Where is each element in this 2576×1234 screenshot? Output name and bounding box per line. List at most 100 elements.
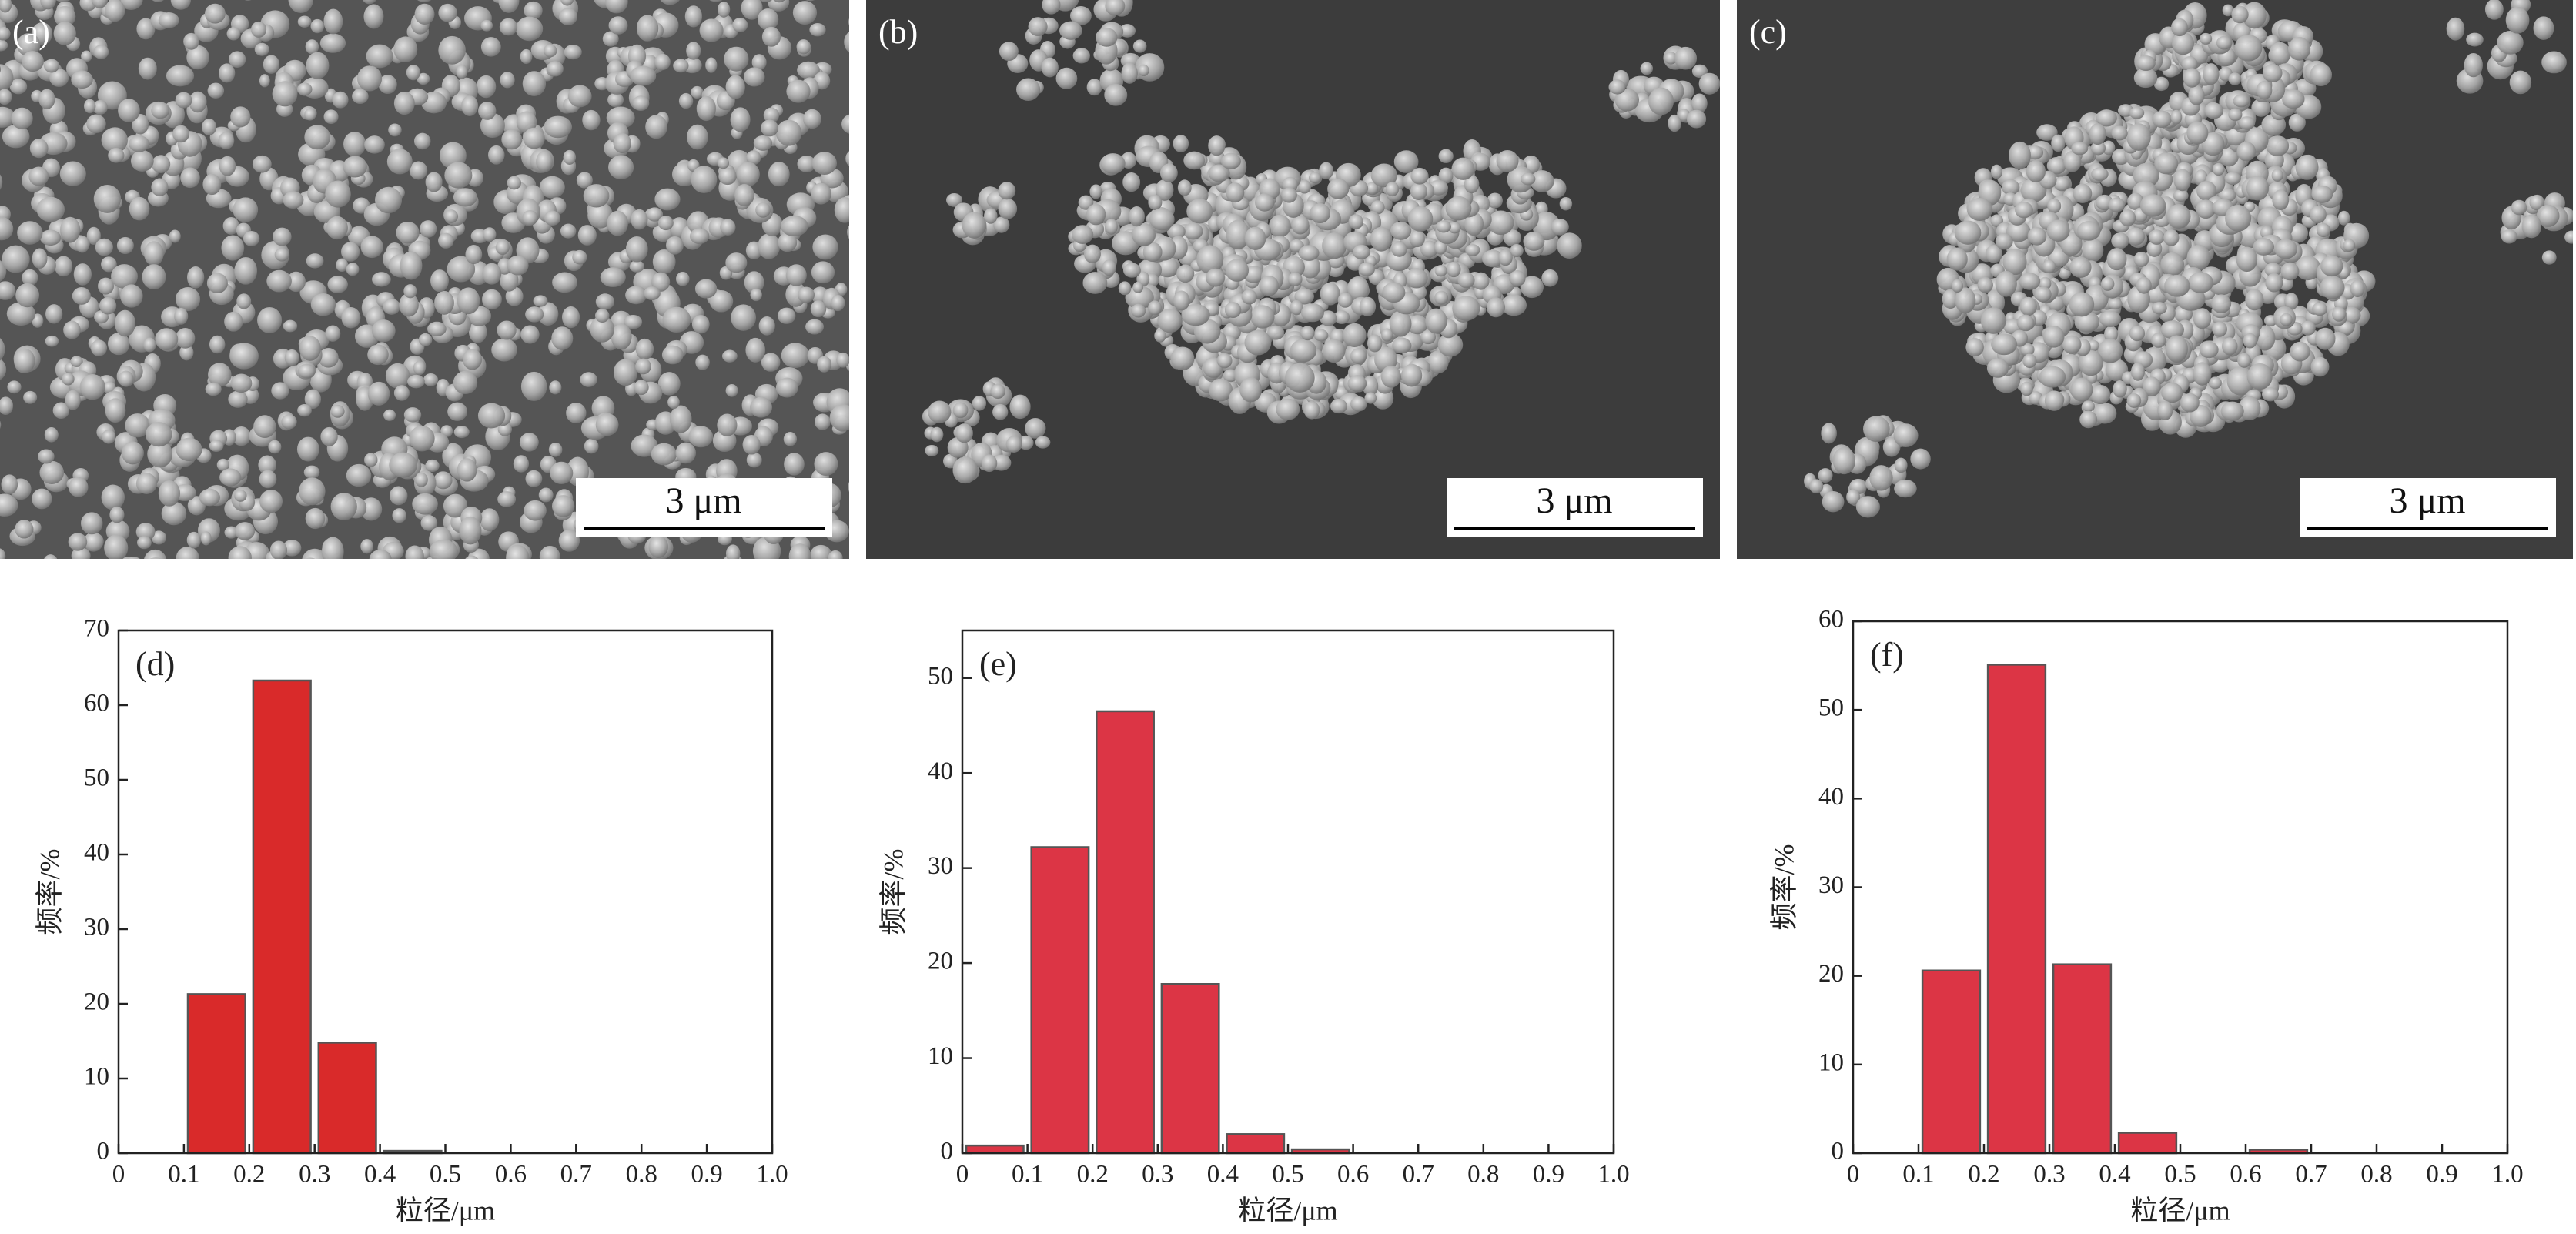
particle — [514, 583, 530, 597]
particle — [604, 0, 628, 14]
particle — [288, 0, 313, 13]
particle — [14, 348, 35, 374]
particle — [2236, 246, 2258, 273]
particle — [955, 600, 971, 619]
particle — [166, 697, 177, 710]
particle — [464, 748, 480, 761]
particle — [2108, 197, 2126, 212]
particle — [102, 430, 116, 444]
particle — [1559, 197, 1573, 211]
particle — [6, 302, 35, 326]
particle — [218, 63, 236, 83]
particle — [427, 594, 450, 615]
particle — [758, 588, 776, 610]
particle — [534, 580, 557, 600]
particle — [2082, 400, 2095, 413]
particle — [689, 228, 710, 244]
particle — [1482, 249, 1504, 268]
particle — [58, 604, 76, 624]
particle — [62, 588, 80, 606]
particle — [777, 307, 796, 324]
particle — [2505, 6, 2530, 34]
particle — [155, 328, 179, 350]
particle — [2238, 396, 2261, 420]
histogram-bar — [186, 993, 246, 1155]
particle — [540, 644, 561, 671]
particle — [209, 743, 229, 761]
particle — [861, 585, 881, 601]
particle — [174, 307, 189, 325]
particle — [136, 18, 156, 40]
particle — [2222, 337, 2238, 356]
particle — [2242, 2, 2267, 29]
particle — [733, 587, 755, 611]
x-tick-label: 0 — [956, 1161, 969, 1189]
particle — [2253, 238, 2274, 256]
particle — [205, 704, 225, 722]
particle — [2113, 380, 2127, 398]
particle — [423, 373, 439, 386]
particle — [229, 51, 246, 68]
particle — [2063, 150, 2082, 172]
particle — [691, 315, 710, 334]
particle — [323, 742, 344, 762]
particle — [39, 229, 62, 246]
particle — [122, 557, 135, 559]
particle — [2136, 276, 2152, 294]
particle — [1822, 490, 1845, 513]
particle — [413, 668, 438, 697]
particle — [1, 474, 18, 495]
scale-bar-label: 3 μm — [1536, 480, 1612, 521]
particle — [932, 580, 943, 591]
particle — [91, 0, 109, 8]
particle — [495, 239, 510, 256]
particle — [1464, 175, 1480, 194]
particle — [447, 615, 471, 637]
x-tick-label: 0 — [112, 1161, 125, 1189]
particle — [0, 694, 14, 710]
particle — [232, 426, 251, 446]
particle — [773, 0, 785, 3]
particle — [746, 452, 762, 468]
particle — [1664, 52, 1678, 65]
particle — [426, 556, 443, 559]
particle — [828, 550, 843, 559]
particle — [630, 622, 651, 645]
particle — [806, 713, 821, 727]
particle — [517, 750, 533, 766]
particle — [219, 691, 231, 704]
particle — [498, 0, 520, 13]
particle — [539, 545, 560, 559]
particle — [568, 752, 587, 774]
particle — [59, 161, 86, 186]
particle — [2139, 194, 2166, 217]
particle — [1389, 310, 1412, 337]
particle — [271, 382, 289, 400]
particle — [765, 618, 785, 639]
x-tick-label: 1.0 — [756, 1161, 788, 1189]
particle — [169, 627, 184, 640]
particle — [1347, 375, 1367, 392]
particle — [651, 272, 671, 292]
particle — [664, 728, 679, 743]
particle — [125, 413, 150, 438]
particle — [497, 422, 512, 436]
particle — [2295, 256, 2321, 281]
particle — [297, 363, 316, 379]
particle — [130, 150, 154, 172]
particle — [507, 255, 529, 276]
particle — [283, 319, 298, 333]
particle — [775, 377, 798, 398]
particle — [1451, 157, 1475, 180]
particle — [10, 672, 22, 684]
particle — [673, 660, 695, 685]
particle — [1438, 167, 1454, 184]
particle — [522, 209, 538, 226]
particle — [600, 741, 617, 755]
particle — [450, 721, 470, 743]
particle — [803, 109, 821, 129]
x-tick-label: 0.2 — [233, 1161, 265, 1189]
particle — [438, 35, 466, 65]
particle — [1148, 300, 1162, 316]
particle — [0, 493, 18, 517]
